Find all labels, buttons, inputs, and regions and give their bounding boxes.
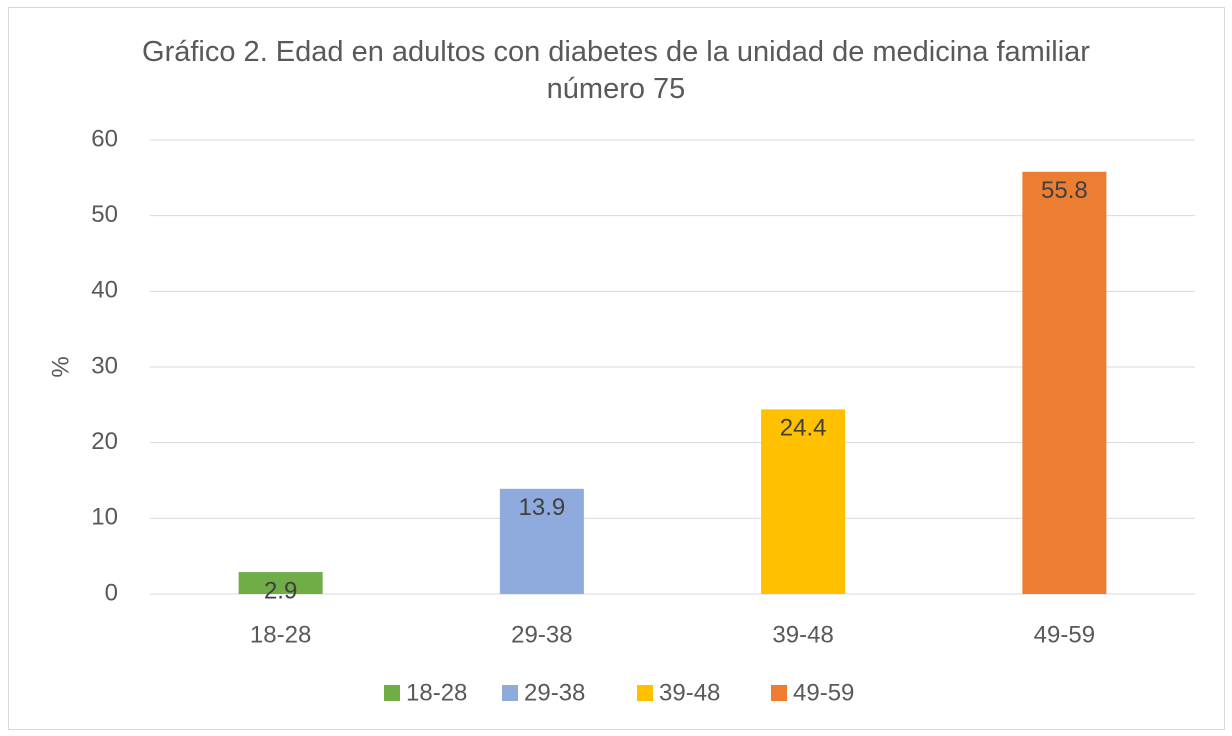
y-tick-label: 10 [91,504,118,531]
y-tick-label: 20 [91,428,118,455]
data-label: 13.9 [519,494,566,521]
bar [761,409,846,594]
y-tick-label: 0 [105,579,118,606]
legend-label: 18-28 [406,679,467,706]
legend-label: 39-48 [659,679,720,706]
legend-swatch [771,685,787,701]
legend-swatch [637,685,653,701]
y-tick-label: 40 [91,277,118,304]
bar [238,572,323,594]
legend-label: 49-59 [793,679,854,706]
x-tick-label: 39-48 [772,621,833,648]
x-tick-label: 49-59 [1034,621,1095,648]
legend-label: 29-38 [524,679,585,706]
data-label: 2.9 [264,577,297,604]
x-tick-label: 18-28 [250,621,311,648]
y-tick-label: 60 [91,125,118,152]
chart-border [8,7,1225,730]
bar [499,488,584,594]
bar [1022,171,1107,594]
data-label: 24.4 [780,415,827,442]
data-label: 55.8 [1041,177,1088,204]
x-tick-label: 29-38 [511,621,572,648]
legend-swatch [384,685,400,701]
chart-title: Gráfico 2. Edad en adultos con diabetes … [142,36,1090,105]
legend-swatch [502,685,518,701]
y-tick-label: 30 [91,352,118,379]
y-tick-label: 50 [91,201,118,228]
y-axis-label: % [47,356,74,377]
